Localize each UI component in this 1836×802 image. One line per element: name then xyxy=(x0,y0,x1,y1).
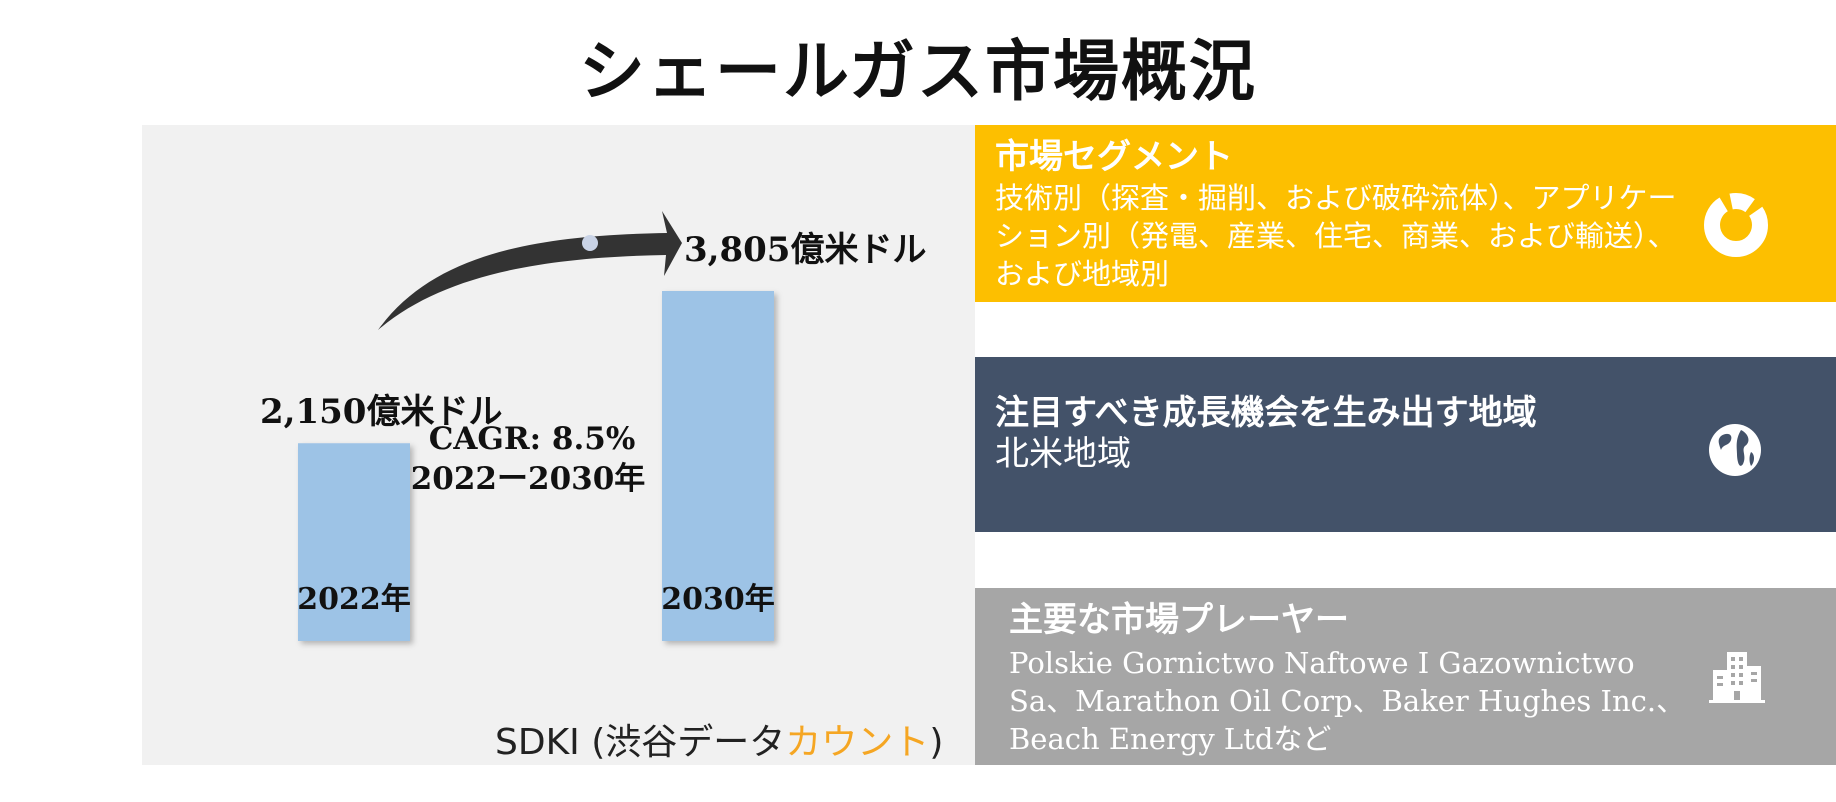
category-label-0: 2022年 xyxy=(297,582,411,617)
chart-panel: CAGR: 8.5% 2022ー2030年 2022年 2,150億米ドル 2030… xyxy=(142,125,975,765)
bar-1 xyxy=(662,291,774,641)
brand-label: SDKI (渋谷データカウント) xyxy=(495,713,943,765)
segment-panel: 市場セグメント 技術別（探査・掘削、および破砕流体）、アプリケーション別（発電、… xyxy=(975,125,1836,302)
brand-accent: カウント xyxy=(785,722,930,763)
growth-arrow-icon xyxy=(378,211,682,330)
region-heading: 注目すべき成長機会を生み出す地域 xyxy=(995,393,1537,433)
brand-prefix: SDKI (渋谷データ xyxy=(495,722,786,763)
globe-icon xyxy=(1709,424,1761,476)
value-label-0: 2,150億米ドル xyxy=(260,392,502,432)
region-panel: 注目すべき成長機会を生み出す地域 北米地域 xyxy=(975,357,1836,532)
segment-heading: 市場セグメント xyxy=(995,137,1233,177)
region-body: 北米地域 xyxy=(995,434,1131,474)
donut-chart-icon xyxy=(1704,193,1768,257)
value-label-1: 3,805億米ドル xyxy=(684,230,926,270)
page-title: シェールガス市場概況 xyxy=(578,32,1258,110)
cagr-label: CAGR: 8.5% xyxy=(429,421,636,457)
players-panel: 主要な市場プレーヤー Polskie Gornictwo Naftowe I G… xyxy=(975,588,1836,765)
bar-0 xyxy=(298,443,410,641)
category-label-1: 2030年 xyxy=(661,582,775,617)
bar-chart: CAGR: 8.5% 2022ー2030年 2022年 2,150億米ドル 2030… xyxy=(260,211,926,641)
cagr-period-label: 2022ー2030年 xyxy=(411,461,646,497)
segment-body: 技術別（探査・掘削、および破砕流体）、アプリケーション別（発電、産業、住宅、商業… xyxy=(995,181,1677,291)
buildings-icon xyxy=(1709,652,1765,703)
players-heading: 主要な市場プレーヤー xyxy=(1009,600,1349,640)
arrow-dot xyxy=(582,235,598,251)
brand-suffix: ) xyxy=(929,722,944,763)
players-body: Polskie Gornictwo Naftowe I Gazownictwo … xyxy=(1009,646,1686,756)
